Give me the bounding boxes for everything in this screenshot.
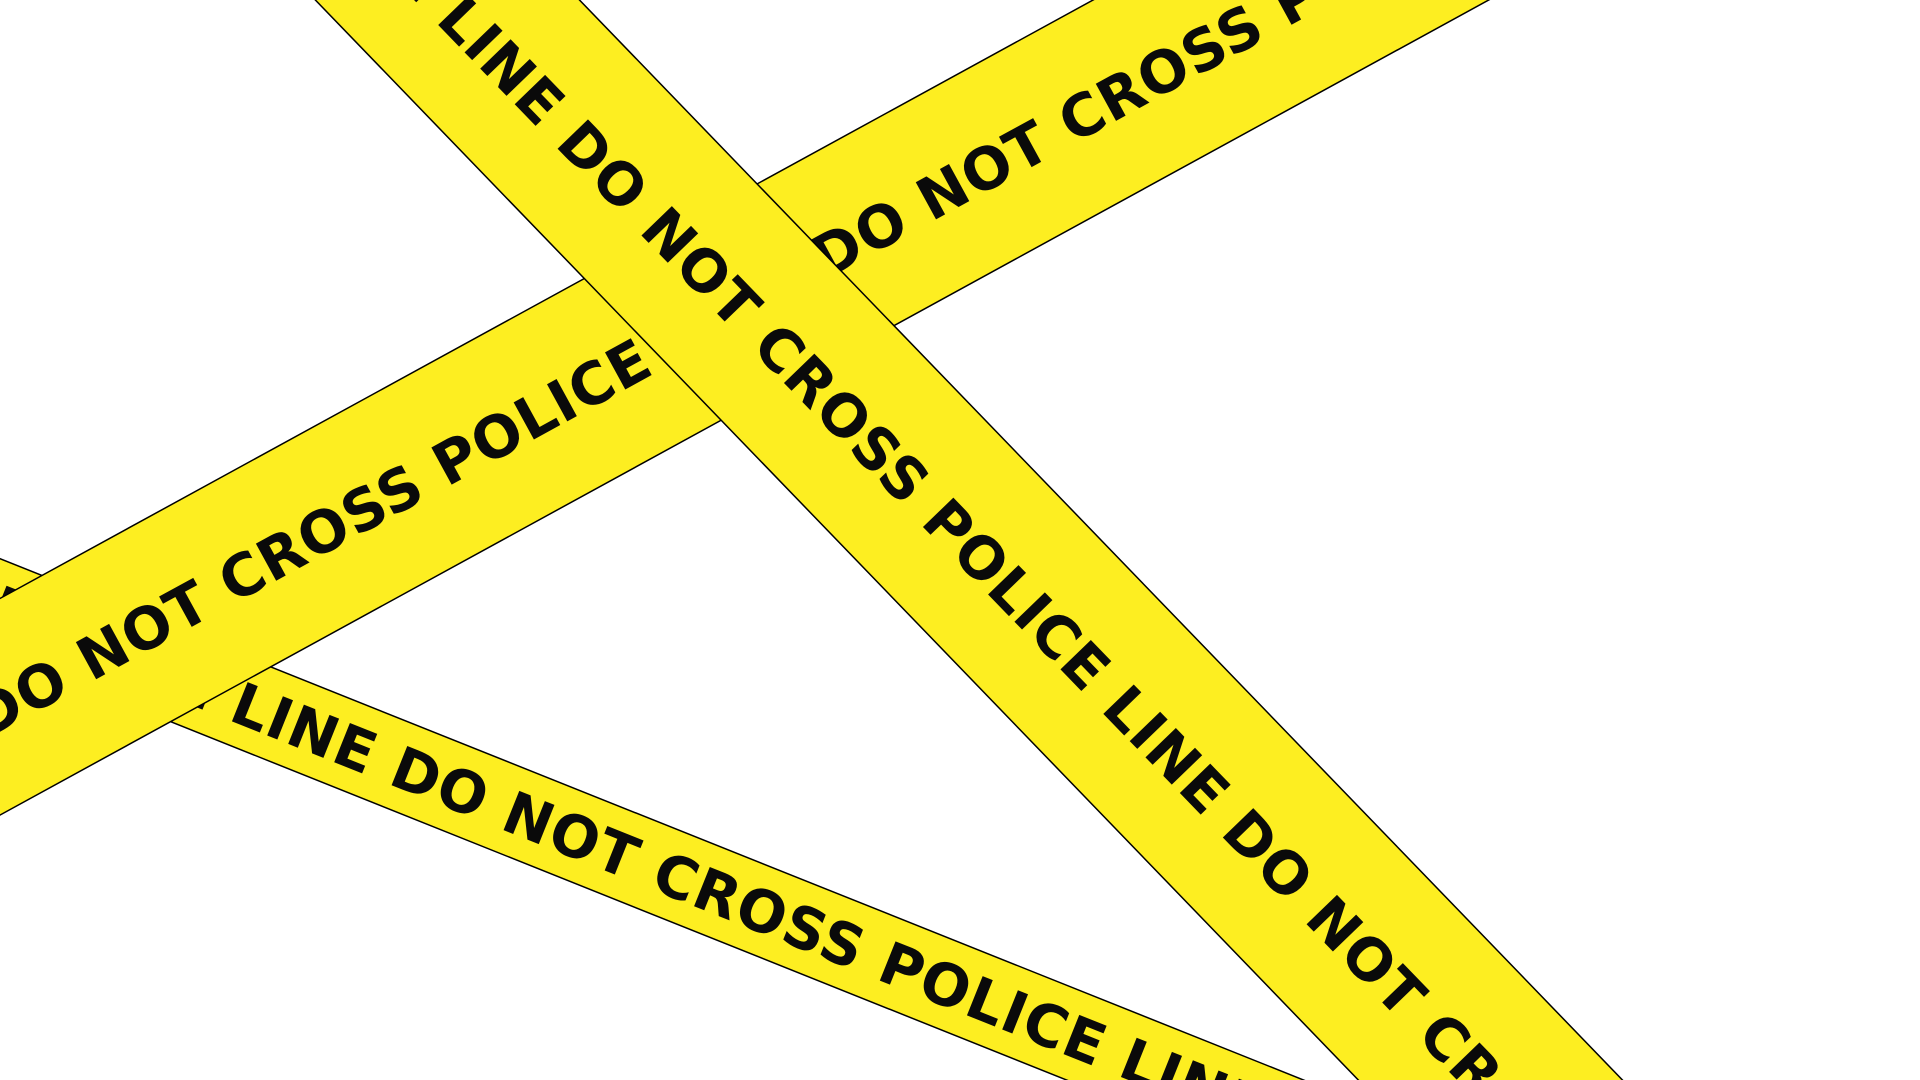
tape-upper-band <box>0 0 1512 1046</box>
tape-diagonal-band <box>132 0 1800 1080</box>
